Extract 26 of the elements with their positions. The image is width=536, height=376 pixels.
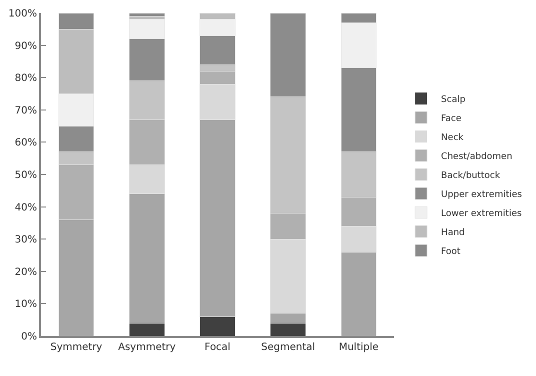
x-tick-label: Symmetry bbox=[50, 342, 102, 353]
y-tick-label: 70% bbox=[14, 105, 37, 116]
legend-label: Foot bbox=[441, 247, 461, 258]
y-tick-label: 50% bbox=[14, 170, 37, 181]
legend-label: Back/buttock bbox=[441, 171, 501, 182]
legend-label: Hand bbox=[441, 228, 465, 238]
x-tick-label: Segmental bbox=[261, 342, 316, 353]
legend-label: Lower extremities bbox=[441, 209, 522, 220]
y-tick-label: 0% bbox=[21, 332, 37, 342]
y-tick-label: 40% bbox=[14, 202, 37, 214]
bar bbox=[129, 13, 165, 16]
legend-label: Upper extremities bbox=[441, 190, 522, 200]
legend-label: Face bbox=[441, 114, 462, 124]
y-tick-label: 10% bbox=[14, 299, 37, 310]
legend-label: Chest/abdomen bbox=[441, 152, 512, 162]
y-tick-label: 100% bbox=[8, 8, 37, 20]
y-tick-label: 90% bbox=[14, 40, 37, 52]
y-tick-label: 60% bbox=[14, 138, 37, 149]
x-tick-label: Asymmetry bbox=[118, 342, 176, 353]
x-tick-label: Focal bbox=[204, 342, 230, 353]
y-tick-label: 20% bbox=[14, 266, 37, 278]
x-tick-label: Multiple bbox=[338, 342, 379, 353]
legend-label: Scalp bbox=[441, 95, 466, 106]
legend-label: Neck bbox=[441, 133, 464, 144]
y-tick-label: 30% bbox=[14, 234, 37, 246]
y-tick-label: 80% bbox=[14, 73, 37, 84]
